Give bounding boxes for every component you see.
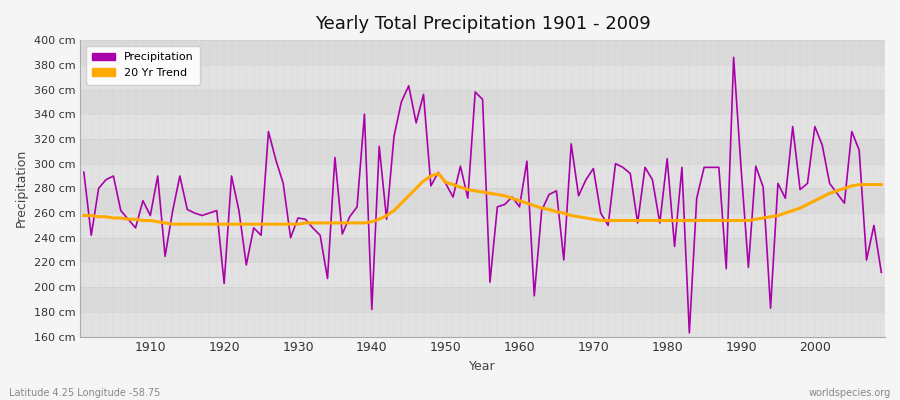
Bar — [80, 238, 885, 262]
Title: Yearly Total Precipitation 1901 - 2009: Yearly Total Precipitation 1901 - 2009 — [315, 15, 651, 33]
Text: Latitude 4.25 Longitude -58.75: Latitude 4.25 Longitude -58.75 — [9, 388, 160, 398]
Bar — [80, 287, 885, 312]
Bar — [80, 213, 885, 238]
Bar — [80, 164, 885, 188]
Text: worldspecies.org: worldspecies.org — [809, 388, 891, 398]
Bar — [80, 40, 885, 65]
Bar — [80, 262, 885, 287]
Y-axis label: Precipitation: Precipitation — [15, 149, 28, 228]
Bar — [80, 90, 885, 114]
Bar — [80, 188, 885, 213]
X-axis label: Year: Year — [469, 360, 496, 373]
Bar — [80, 312, 885, 336]
Bar — [80, 139, 885, 164]
Bar — [80, 65, 885, 90]
Legend: Precipitation, 20 Yr Trend: Precipitation, 20 Yr Trend — [86, 46, 200, 84]
Bar — [80, 114, 885, 139]
